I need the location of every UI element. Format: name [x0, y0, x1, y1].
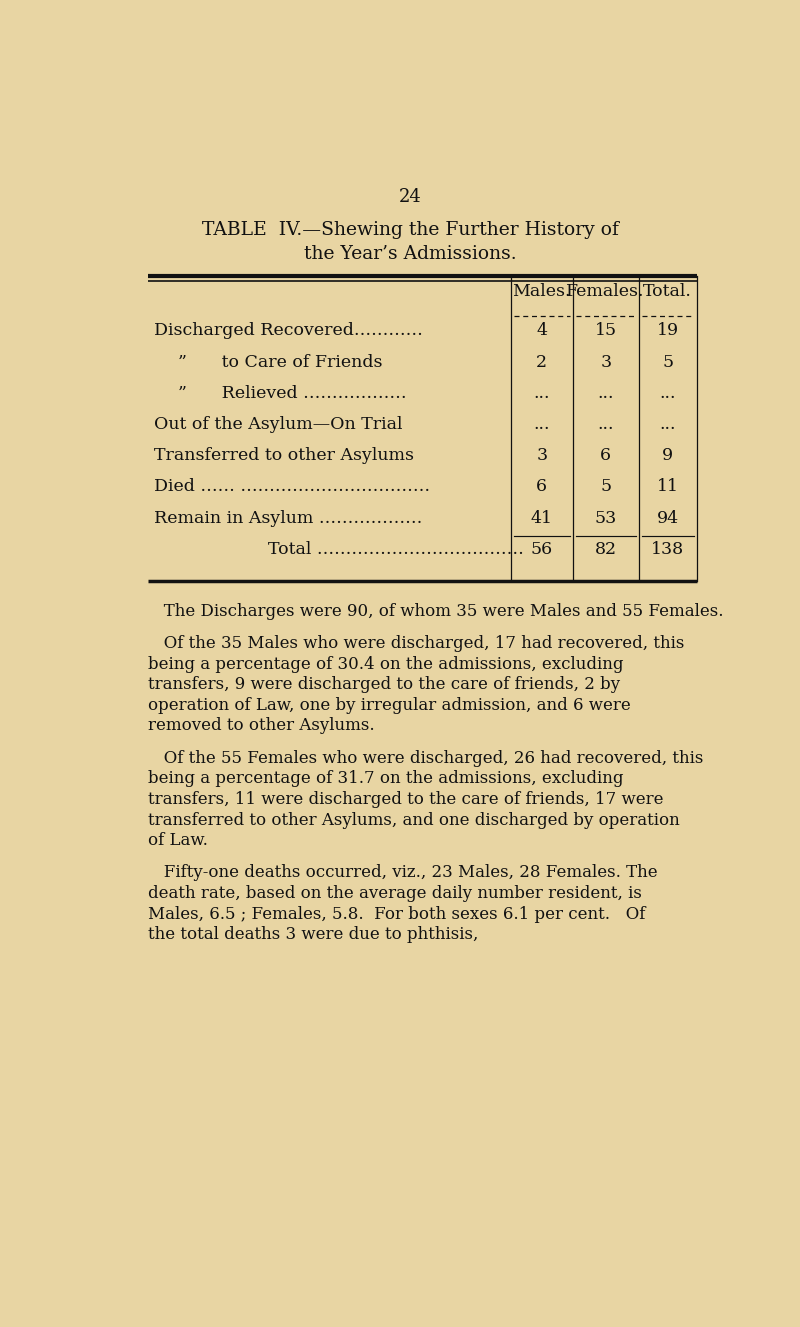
Text: 2: 2 [536, 354, 547, 370]
Text: operation of Law, one by irregular admission, and 6 were: operation of Law, one by irregular admis… [148, 697, 630, 714]
Text: TABLE  IV.—Shewing the Further History of: TABLE IV.—Shewing the Further History of [202, 220, 618, 239]
Text: 3: 3 [536, 447, 547, 464]
Text: 6: 6 [536, 479, 547, 495]
Text: 5: 5 [600, 479, 611, 495]
Text: 15: 15 [594, 322, 617, 340]
Text: ...: ... [534, 385, 550, 402]
Text: ”  to Care of Friends: ” to Care of Friends [178, 354, 382, 370]
Text: 4: 4 [536, 322, 547, 340]
Text: 24: 24 [398, 188, 422, 207]
Text: 56: 56 [530, 541, 553, 557]
Text: 138: 138 [651, 541, 684, 557]
Text: 5: 5 [662, 354, 674, 370]
Text: Females.: Females. [566, 283, 645, 300]
Text: 3: 3 [600, 354, 611, 370]
Text: transferred to other Asylums, and one discharged by operation: transferred to other Asylums, and one di… [148, 812, 680, 828]
Text: removed to other Asylums.: removed to other Asylums. [148, 718, 374, 734]
Text: Fifty-one deaths occurred, viz., 23 Males, 28 Females. The: Fifty-one deaths occurred, viz., 23 Male… [148, 864, 658, 881]
Text: 6: 6 [600, 447, 611, 464]
Text: 53: 53 [594, 510, 617, 527]
Text: 11: 11 [657, 479, 678, 495]
Text: 9: 9 [662, 447, 674, 464]
Text: 82: 82 [594, 541, 617, 557]
Text: The Discharges were 90, of whom 35 were Males and 55 Females.: The Discharges were 90, of whom 35 were … [148, 602, 723, 620]
Text: transfers, 11 were discharged to the care of friends, 17 were: transfers, 11 were discharged to the car… [148, 791, 663, 808]
Text: Transferred to other Asylums: Transferred to other Asylums [154, 447, 414, 464]
Text: Out of the Asylum—On Trial: Out of the Asylum—On Trial [154, 417, 402, 433]
Text: Discharged Recovered…………: Discharged Recovered………… [154, 322, 423, 340]
Text: Of the 55 Females who were discharged, 26 had recovered, this: Of the 55 Females who were discharged, 2… [148, 750, 703, 767]
Text: ...: ... [659, 385, 676, 402]
Text: Died …… ……………………………: Died …… …………………………… [154, 479, 430, 495]
Text: 94: 94 [657, 510, 678, 527]
Text: death rate, based on the average daily number resident, is: death rate, based on the average daily n… [148, 885, 642, 902]
Text: ...: ... [659, 417, 676, 433]
Text: transfers, 9 were discharged to the care of friends, 2 by: transfers, 9 were discharged to the care… [148, 677, 620, 693]
Text: the total deaths 3 were due to phthisis,: the total deaths 3 were due to phthisis, [148, 926, 478, 943]
Text: Remain in Asylum ………………: Remain in Asylum ……………… [154, 510, 422, 527]
Text: being a percentage of 30.4 on the admissions, excluding: being a percentage of 30.4 on the admiss… [148, 656, 623, 673]
Text: being a percentage of 31.7 on the admissions, excluding: being a percentage of 31.7 on the admiss… [148, 770, 623, 787]
Text: Total ………………………………: Total ……………………………… [268, 541, 524, 557]
Text: ...: ... [598, 385, 614, 402]
Text: Males.: Males. [513, 283, 571, 300]
Text: ...: ... [534, 417, 550, 433]
Text: Males, 6.5 ; Females, 5.8.  For both sexes 6.1 per cent.   Of: Males, 6.5 ; Females, 5.8. For both sexe… [148, 906, 646, 922]
Text: 41: 41 [530, 510, 553, 527]
Text: the Year’s Admissions.: the Year’s Admissions. [304, 245, 516, 264]
Text: ...: ... [598, 417, 614, 433]
Text: 19: 19 [657, 322, 678, 340]
Text: ”  Relieved ………………: ” Relieved ……………… [178, 385, 406, 402]
Text: of Law.: of Law. [148, 832, 208, 849]
Text: Of the 35 Males who were discharged, 17 had recovered, this: Of the 35 Males who were discharged, 17 … [148, 634, 685, 652]
Text: Total.: Total. [643, 283, 692, 300]
